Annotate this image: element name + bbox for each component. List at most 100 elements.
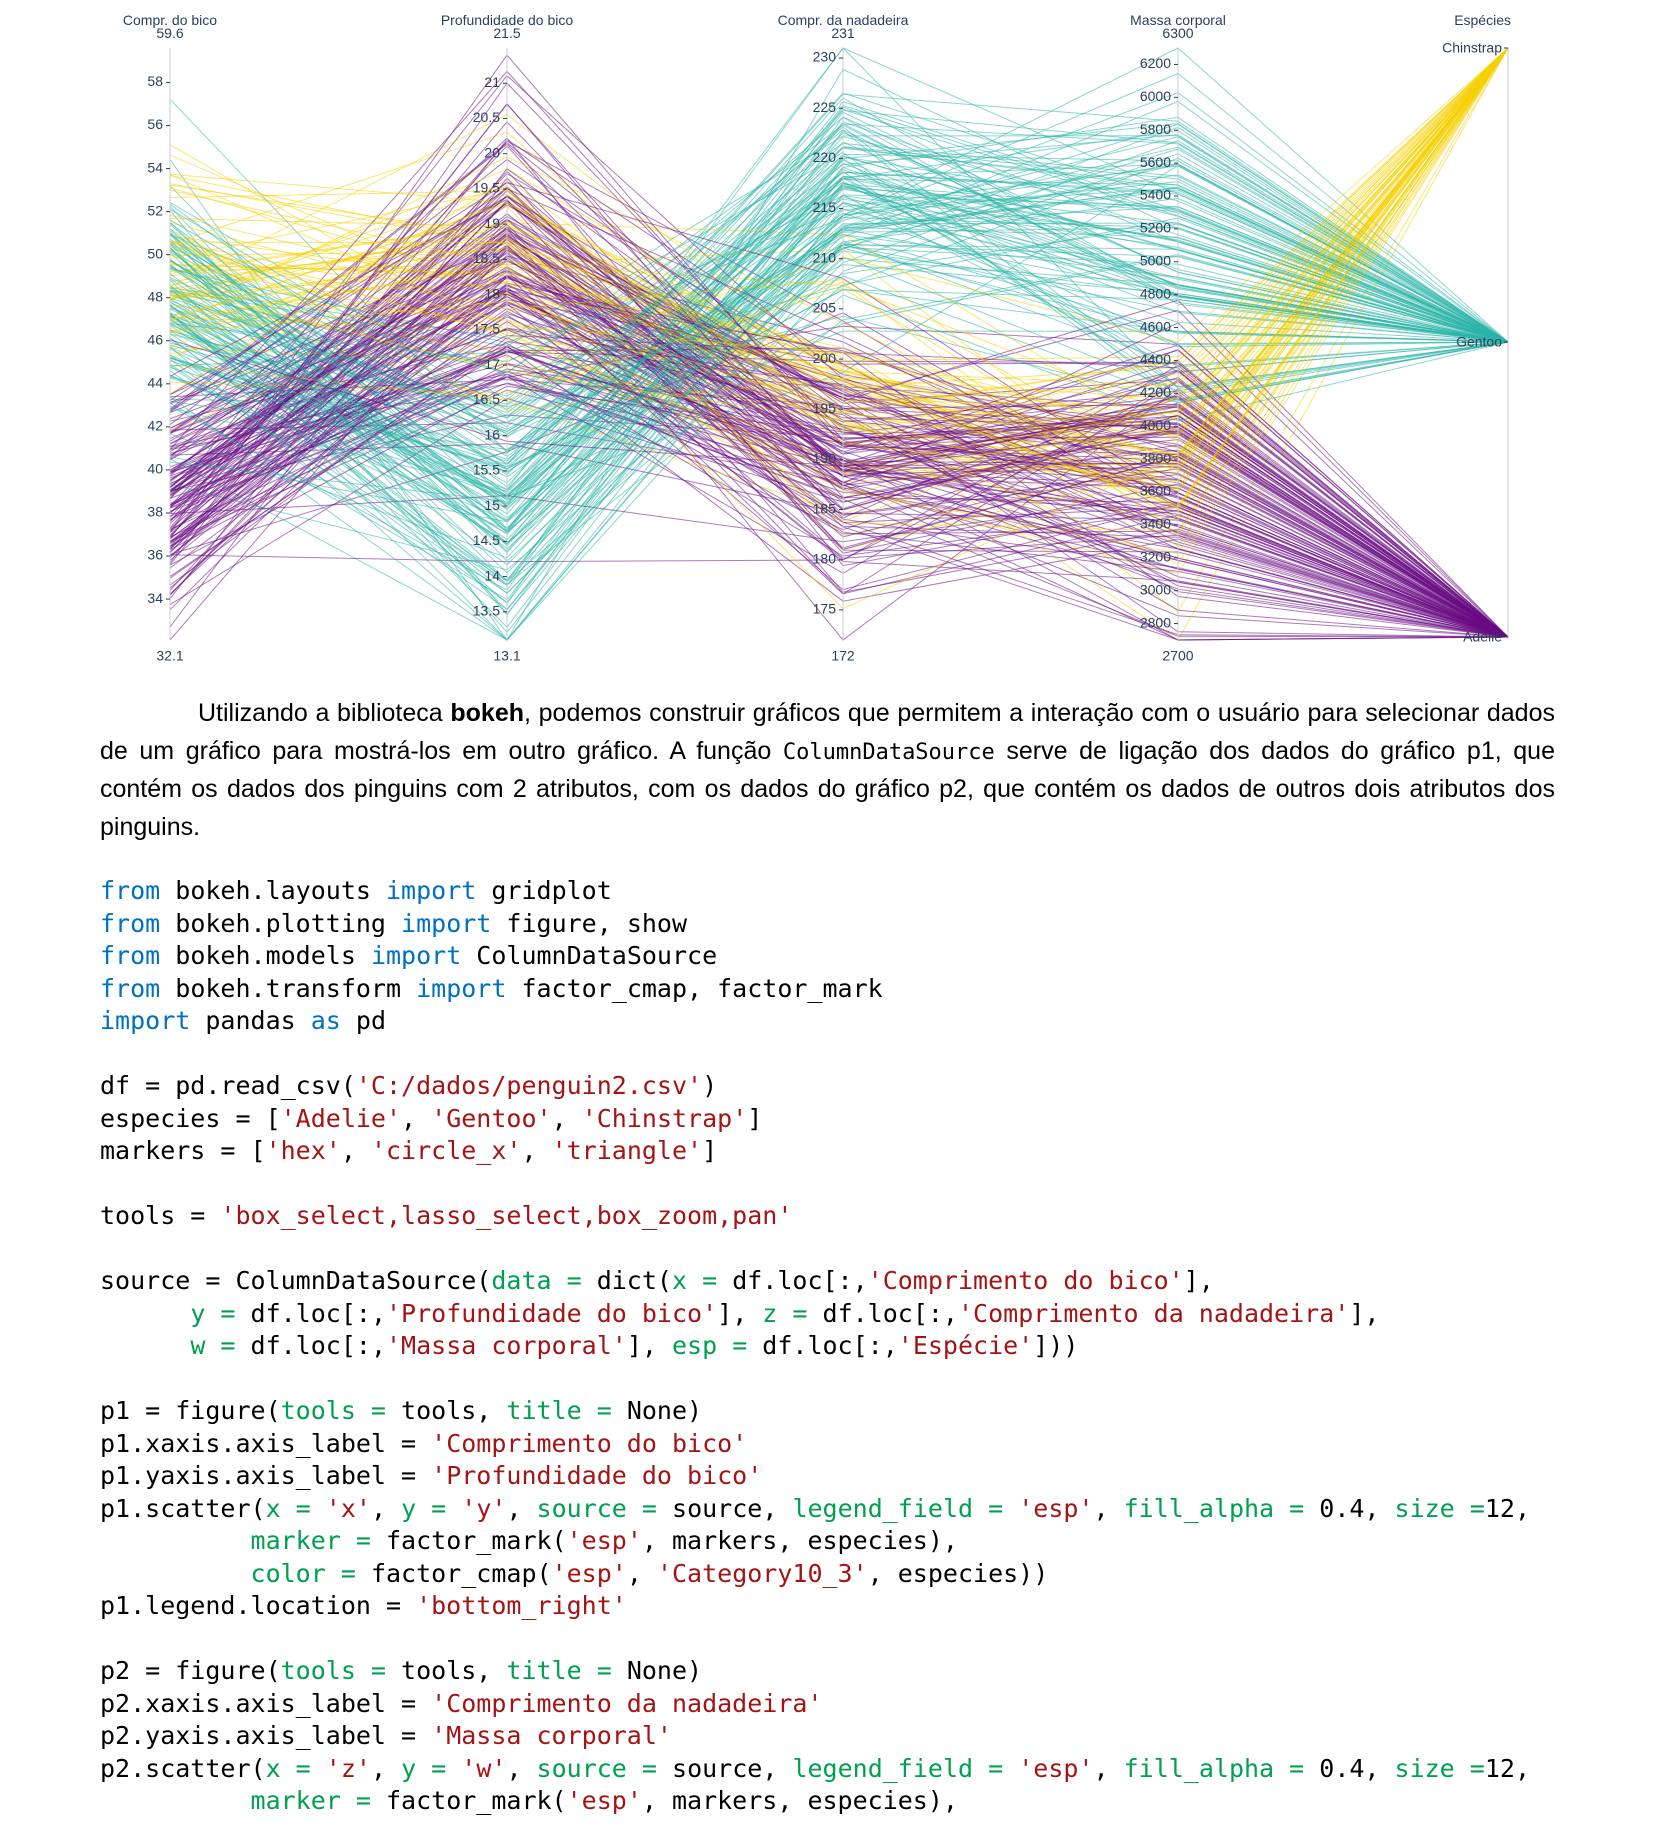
code-token: 'x' bbox=[325, 1493, 371, 1523]
tick-label: 215 bbox=[813, 199, 837, 215]
paragraph-text-3: serve de ligação dos dados do gráfico p1… bbox=[100, 736, 1555, 841]
code-token: title = bbox=[506, 1656, 627, 1685]
code-token: bokeh.models bbox=[160, 941, 371, 970]
code-token: 'Espécie' bbox=[897, 1331, 1034, 1360]
code-token: df.loc[:, bbox=[822, 1298, 958, 1328]
tick-label: 5600 bbox=[1140, 154, 1171, 170]
code-token: import bbox=[401, 908, 492, 938]
paragraph-text-1: Utilizando a biblioteca bbox=[198, 699, 451, 727]
code-token: x = bbox=[265, 1493, 326, 1523]
code-token: 0.4, bbox=[1319, 1493, 1395, 1523]
code-token: legend_field = bbox=[792, 1493, 1019, 1523]
code-token: 'box_select,lasso_select,box_zoom,pan' bbox=[220, 1201, 793, 1230]
axis-max-label: 231 bbox=[831, 25, 855, 41]
code-token: 'esp' bbox=[551, 1558, 627, 1588]
tick-label: 6200 bbox=[1140, 55, 1171, 71]
code-token: 'Gentoo' bbox=[431, 1103, 552, 1133]
code-token: size = bbox=[1394, 1753, 1485, 1783]
tick-label: 185 bbox=[813, 500, 837, 516]
code-line: markers = ['hex', 'circle_x', 'triangle'… bbox=[100, 1135, 1530, 1168]
code-line: w = df.loc[:,'Massa corporal'], esp = df… bbox=[100, 1330, 1530, 1363]
tick-label: 19 bbox=[484, 215, 500, 231]
code-token: , markers, especies), bbox=[641, 1786, 958, 1815]
tick-label: 40 bbox=[147, 461, 163, 477]
code-line: tools = 'box_select,lasso_select,box_zoo… bbox=[100, 1200, 1530, 1233]
code-line bbox=[100, 1233, 1530, 1266]
axis-5: Espécies Adelie Gentoo Chinstrap bbox=[1442, 12, 1511, 645]
code-line bbox=[100, 1363, 1530, 1396]
code-token: 'z' bbox=[325, 1753, 371, 1783]
tick-label: 5200 bbox=[1140, 220, 1171, 236]
tick-label: 16 bbox=[484, 426, 500, 442]
code-token: ])) bbox=[1033, 1331, 1079, 1360]
code-token: 'esp' bbox=[1018, 1493, 1094, 1523]
polylines-layer bbox=[169, 47, 1509, 641]
code-token: title = bbox=[506, 1396, 627, 1425]
code-token: 'C:/dados/penguin2.csv' bbox=[355, 1071, 703, 1100]
code-token: df.loc[:, bbox=[732, 1266, 868, 1295]
code-line: especies = ['Adelie', 'Gentoo', 'Chinstr… bbox=[100, 1103, 1530, 1136]
code-token: dict( bbox=[596, 1266, 672, 1295]
code-token: 'bottom_right' bbox=[416, 1591, 627, 1620]
code-token: from bbox=[100, 941, 161, 970]
code-token: , markers, especies), bbox=[641, 1526, 958, 1555]
code-token bbox=[100, 1786, 251, 1815]
tick-label: 6000 bbox=[1140, 88, 1171, 104]
code-token: , bbox=[401, 1103, 432, 1133]
code-token: source, bbox=[672, 1493, 793, 1523]
code-token: ] bbox=[702, 1136, 718, 1165]
tick-label: 3400 bbox=[1140, 516, 1171, 532]
code-line: p2 = figure(tools = tools, title = None) bbox=[100, 1655, 1530, 1688]
code-token bbox=[100, 1559, 251, 1588]
tick-label: 2800 bbox=[1140, 614, 1171, 630]
paragraph-code-columndatasource: ColumnDataSource bbox=[782, 739, 995, 765]
axis-min-label: 2700 bbox=[1162, 647, 1193, 663]
axis-title: Compr. do bico bbox=[123, 12, 217, 28]
tick-label: 52 bbox=[147, 202, 163, 218]
code-token: p2.yaxis.axis_label = bbox=[100, 1721, 432, 1750]
code-token: df.loc[:, bbox=[250, 1298, 386, 1328]
tick-label: 14.5 bbox=[473, 532, 500, 548]
code-line: source = ColumnDataSource(data = dict(x … bbox=[100, 1265, 1530, 1298]
code-line: df = pd.read_csv('C:/dados/penguin2.csv'… bbox=[100, 1070, 1530, 1103]
code-token bbox=[100, 1299, 190, 1328]
code-token: df = pd.read_csv( bbox=[100, 1071, 356, 1100]
tick-label: 5000 bbox=[1140, 252, 1171, 268]
code-token: , bbox=[506, 1493, 537, 1523]
code-token: , bbox=[370, 1493, 402, 1523]
tick-label: 17 bbox=[484, 356, 500, 372]
code-token: 'Comprimento da nadadeira' bbox=[431, 1688, 823, 1718]
code-token: 'circle_x' bbox=[370, 1136, 522, 1165]
tick-label: 205 bbox=[813, 300, 837, 316]
code-line: p2.xaxis.axis_label = 'Comprimento da na… bbox=[100, 1688, 1530, 1721]
code-token: y = bbox=[401, 1753, 462, 1783]
code-token: , bbox=[1093, 1493, 1124, 1523]
code-token: , bbox=[1093, 1753, 1124, 1783]
axis-max-label: 21.5 bbox=[493, 25, 520, 41]
tick-label: 20.5 bbox=[473, 109, 500, 125]
code-token: , especies)) bbox=[867, 1558, 1049, 1588]
tick-label: 210 bbox=[813, 249, 837, 265]
code-token: , bbox=[626, 1558, 657, 1588]
axis-title: Profundidade do bico bbox=[441, 12, 574, 28]
paragraph-text-2: , podemos construir gráficos que permite… bbox=[100, 699, 1555, 765]
code-token: marker = bbox=[250, 1786, 386, 1815]
code-token: source = bbox=[536, 1753, 673, 1783]
code-token: p1.scatter( bbox=[100, 1493, 266, 1523]
code-token: from bbox=[100, 908, 161, 938]
tick-label: 19.5 bbox=[473, 180, 500, 196]
code-token: x = bbox=[265, 1753, 326, 1783]
tick-label: 3600 bbox=[1140, 483, 1171, 499]
code-token: tools = bbox=[280, 1656, 402, 1685]
tick-label: 14 bbox=[484, 567, 500, 583]
tick-label: 180 bbox=[813, 550, 837, 566]
code-token: 'esp' bbox=[566, 1526, 642, 1555]
code-line: p2.yaxis.axis_label = 'Massa corporal' bbox=[100, 1720, 1530, 1753]
tick-label: 230 bbox=[813, 49, 837, 65]
code-token: 'y' bbox=[461, 1493, 507, 1523]
code-token: ColumnDataSource bbox=[461, 941, 718, 970]
axis-title: Espécies bbox=[1454, 12, 1511, 28]
tick-label: 13.5 bbox=[473, 603, 500, 619]
tick-label: 220 bbox=[813, 149, 837, 165]
